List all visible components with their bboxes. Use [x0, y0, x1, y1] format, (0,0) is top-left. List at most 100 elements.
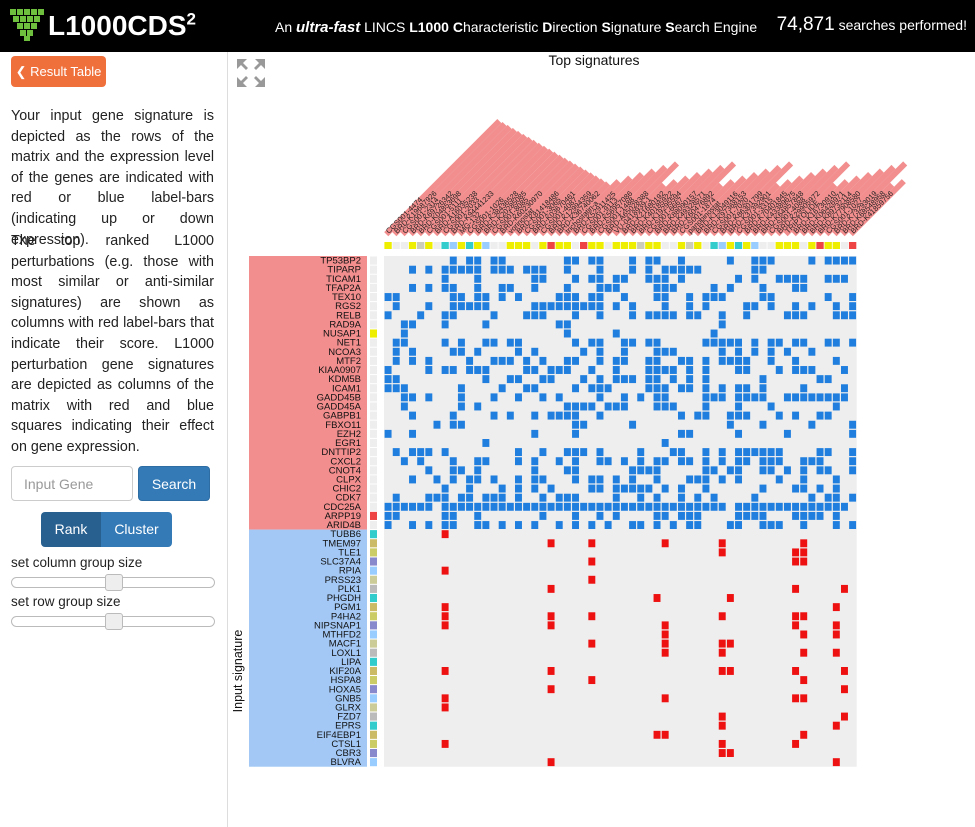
heatmap-cell[interactable] — [800, 612, 808, 621]
row-label-hoxa5[interactable]: HOXA5 — [329, 684, 361, 695]
heatmap-cell[interactable] — [482, 293, 490, 301]
heatmap-cell[interactable] — [506, 338, 514, 347]
heatmap-cell[interactable] — [547, 621, 555, 630]
heatmap-cell[interactable] — [498, 502, 506, 511]
heatmap-cell[interactable] — [482, 338, 490, 347]
heatmap-cell[interactable] — [531, 502, 539, 511]
heatmap-cell[interactable] — [767, 402, 775, 411]
heatmap-cell[interactable] — [441, 493, 449, 502]
heatmap-cell[interactable] — [466, 256, 474, 265]
heatmap-cell[interactable] — [409, 265, 416, 274]
heatmap-cell[interactable] — [539, 502, 547, 511]
heatmap-cell[interactable] — [563, 293, 571, 301]
heatmap-cell[interactable] — [506, 502, 514, 511]
heatmap-cell[interactable] — [482, 366, 490, 374]
heatmap-cell[interactable] — [800, 475, 808, 484]
heatmap-cell[interactable] — [824, 256, 832, 265]
heatmap-cell[interactable] — [661, 439, 669, 447]
heatmap-cell[interactable] — [816, 466, 824, 475]
heatmap-cell[interactable] — [449, 366, 457, 374]
heatmap-cell[interactable] — [441, 366, 449, 374]
heatmap-cell[interactable] — [751, 302, 759, 311]
row-label-arpp19[interactable]: ARPP19 — [325, 511, 361, 522]
heatmap-cell[interactable] — [441, 566, 449, 575]
heatmap-cell[interactable] — [498, 256, 506, 265]
heatmap-cell[interactable] — [629, 338, 637, 347]
heatmap-cell[interactable] — [800, 366, 808, 374]
heatmap-cell[interactable] — [425, 265, 433, 274]
heatmap-cell[interactable] — [710, 329, 718, 338]
heatmap-cell[interactable] — [816, 411, 824, 420]
heatmap-cell[interactable] — [637, 466, 645, 475]
heatmap-cell[interactable] — [515, 375, 522, 384]
heatmap-cell[interactable] — [800, 484, 808, 493]
heatmap-cell[interactable] — [596, 384, 604, 393]
heatmap-cell[interactable] — [645, 466, 653, 475]
row-label-ticam1[interactable]: TICAM1 — [326, 274, 361, 285]
heatmap-cell[interactable] — [588, 338, 596, 347]
heatmap-cell[interactable] — [653, 384, 661, 393]
heatmap-cell[interactable] — [792, 393, 800, 402]
heatmap-cell[interactable] — [563, 502, 571, 511]
heatmap-cell[interactable] — [563, 366, 571, 374]
heatmap-cell[interactable] — [800, 730, 808, 739]
heatmap-cell[interactable] — [433, 493, 441, 502]
heatmap-cell[interactable] — [563, 356, 571, 365]
heatmap-cell[interactable] — [409, 393, 416, 402]
heatmap-cell[interactable] — [702, 366, 710, 374]
heatmap-cell[interactable] — [384, 311, 392, 320]
heatmap-cell[interactable] — [490, 356, 498, 365]
heatmap-cell[interactable] — [751, 265, 759, 274]
column-slider-handle[interactable] — [105, 574, 123, 591]
heatmap-cell[interactable] — [474, 475, 482, 484]
heatmap-cell[interactable] — [580, 502, 588, 511]
row-label-tmem97[interactable]: TMEM97 — [322, 538, 361, 549]
heatmap-cell[interactable] — [661, 484, 669, 493]
heatmap-cell[interactable] — [849, 448, 857, 457]
heatmap-cell[interactable] — [604, 521, 612, 529]
heatmap-cell[interactable] — [832, 356, 840, 365]
gene-search-input[interactable] — [11, 466, 133, 501]
heatmap-cell[interactable] — [498, 356, 506, 365]
heatmap-cell[interactable] — [629, 265, 637, 274]
heatmap-cell[interactable] — [800, 338, 808, 347]
heatmap-cell[interactable] — [775, 274, 783, 283]
heatmap-cell[interactable] — [572, 311, 579, 320]
row-label-phgdh[interactable]: PHGDH — [327, 593, 361, 604]
heatmap-cell[interactable] — [718, 502, 726, 511]
heatmap-cell[interactable] — [474, 347, 482, 356]
heatmap-cell[interactable] — [832, 402, 840, 411]
heatmap-cell[interactable] — [547, 612, 555, 621]
heatmap-cell[interactable] — [417, 502, 425, 511]
heatmap-cell[interactable] — [506, 265, 514, 274]
heatmap-cell[interactable] — [482, 457, 490, 466]
heatmap-cell[interactable] — [686, 375, 694, 384]
heatmap-cell[interactable] — [686, 265, 694, 274]
heatmap-cell[interactable] — [694, 475, 702, 484]
heatmap-cell[interactable] — [645, 366, 653, 374]
heatmap-cell[interactable] — [808, 511, 816, 520]
heatmap-cell[interactable] — [498, 283, 506, 292]
heatmap-cell[interactable] — [726, 338, 734, 347]
heatmap-cell[interactable] — [588, 293, 596, 301]
row-label-fzd7[interactable]: FZD7 — [337, 712, 361, 723]
heatmap-cell[interactable] — [735, 384, 742, 393]
heatmap-cell[interactable] — [832, 393, 840, 402]
row-label-pgm1[interactable]: PGM1 — [334, 602, 361, 613]
heatmap-cell[interactable] — [686, 366, 694, 374]
heatmap-cell[interactable] — [531, 274, 539, 283]
heatmap-cell[interactable] — [441, 484, 449, 493]
heatmap-cell[interactable] — [808, 366, 816, 374]
heatmap-cell[interactable] — [653, 493, 661, 502]
heatmap-cell[interactable] — [735, 402, 742, 411]
heatmap-cell[interactable] — [612, 402, 620, 411]
heatmap-cell[interactable] — [678, 356, 685, 365]
heatmap-cell[interactable] — [678, 493, 685, 502]
heatmap-cell[interactable] — [482, 493, 490, 502]
heatmap-cell[interactable] — [743, 448, 751, 457]
heatmap-cell[interactable] — [629, 466, 637, 475]
heatmap-cell[interactable] — [523, 311, 531, 320]
heatmap-cell[interactable] — [449, 475, 457, 484]
heatmap-cell[interactable] — [653, 274, 661, 283]
heatmap-cell[interactable] — [653, 311, 661, 320]
